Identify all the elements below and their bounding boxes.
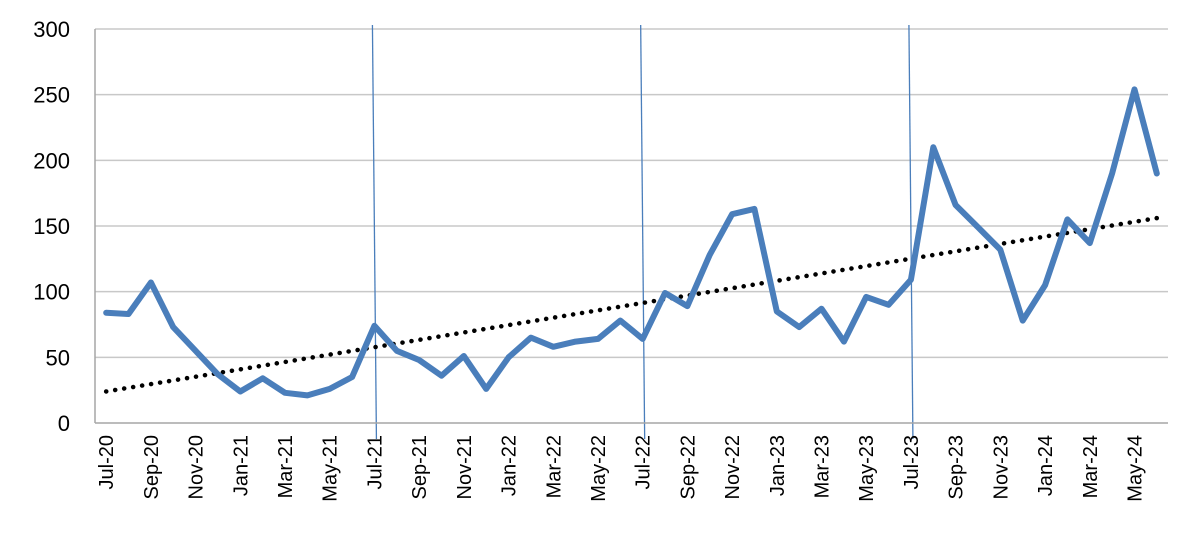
x-tick-label: Jan-21	[230, 435, 252, 496]
data-point	[396, 350, 398, 352]
data-point	[843, 341, 845, 343]
x-tick-label: Mar-23	[812, 435, 834, 498]
y-tick-label: 100	[33, 280, 70, 305]
y-tick-label: 50	[46, 345, 70, 370]
data-point	[128, 313, 130, 315]
data-point	[664, 292, 666, 294]
data-point	[329, 388, 331, 390]
data-point	[150, 281, 152, 283]
data-point	[1066, 218, 1068, 220]
x-tick-label: Nov-22	[722, 435, 744, 499]
data-point	[373, 325, 375, 327]
data-point	[1089, 242, 1091, 244]
axes	[94, 29, 1168, 424]
data-point	[530, 337, 532, 339]
x-tick-label: Jan-23	[767, 435, 789, 496]
data-point	[798, 326, 800, 328]
x-tick-label: Jul-23	[901, 435, 923, 489]
data-point	[552, 346, 554, 348]
x-tick-label: Sep-22	[677, 435, 699, 500]
y-tick-label: 300	[33, 17, 70, 42]
gridlines	[95, 28, 1168, 359]
data-point	[418, 359, 420, 361]
vertical-marker-line	[908, 24, 914, 440]
series	[103, 86, 1160, 399]
data-point	[284, 392, 286, 394]
data-point	[999, 249, 1001, 251]
data-point	[709, 254, 711, 256]
data-point	[440, 375, 442, 377]
data-point	[217, 373, 219, 375]
data-point	[306, 394, 308, 396]
x-tick-label: Nov-23	[990, 435, 1012, 499]
x-tick-label: Jan-22	[499, 435, 521, 496]
y-axis-tick-labels: 0 50 100 150 200 250 300	[33, 17, 70, 436]
x-tick-label: May-24	[1124, 435, 1146, 502]
x-tick-label: Jan-24	[1035, 435, 1057, 496]
data-point	[731, 213, 733, 215]
x-tick-label: Jul-22	[633, 435, 655, 489]
data-point	[910, 279, 912, 281]
x-tick-label: Jul-20	[96, 435, 118, 489]
data-point	[619, 320, 621, 322]
x-tick-label: Sep-21	[409, 435, 431, 500]
data-point	[686, 305, 688, 307]
x-tick-label: Mar-24	[1080, 435, 1102, 498]
data-point	[485, 388, 487, 390]
data-point	[955, 204, 957, 206]
trendline	[103, 215, 1160, 394]
data-point	[642, 338, 644, 340]
data-point	[508, 356, 510, 358]
y-tick-label: 0	[58, 411, 70, 436]
data-point	[977, 226, 979, 228]
y-tick-label: 250	[33, 83, 70, 108]
x-tick-label: Nov-21	[454, 435, 476, 499]
data-point	[1022, 320, 1024, 322]
x-tick-label: Mar-21	[275, 435, 297, 498]
data-point	[351, 376, 353, 378]
data-point	[1156, 172, 1158, 174]
vertical-markers	[371, 24, 914, 440]
data-point	[597, 338, 599, 340]
data-point	[888, 304, 890, 306]
data-point	[262, 377, 264, 379]
data-point	[932, 146, 934, 148]
vertical-marker-line	[371, 24, 378, 440]
data-point	[865, 296, 867, 298]
data-point	[105, 312, 107, 314]
data-point	[1111, 172, 1113, 174]
x-tick-label: May-23	[856, 435, 878, 502]
data-point	[463, 355, 465, 357]
data-point	[1133, 88, 1135, 90]
vertical-marker-line	[640, 24, 646, 440]
y-tick-label: 200	[33, 148, 70, 173]
data-point	[172, 326, 174, 328]
x-tick-label: Sep-20	[141, 435, 163, 500]
x-tick-label: Nov-20	[186, 435, 208, 499]
series-line-0	[103, 86, 1160, 399]
data-point	[195, 350, 197, 352]
x-axis-tick-labels: Jul-20 Sep-20 Nov-20 Jan-21 Mar-21 May-21 Jul-…	[96, 435, 1146, 502]
x-tick-label: May-21	[320, 435, 342, 502]
data-point	[575, 341, 577, 343]
x-tick-label: Sep-23	[946, 435, 968, 500]
x-tick-label: Mar-22	[543, 435, 565, 498]
trendline-dotted	[103, 215, 1160, 394]
x-tick-label: May-22	[588, 435, 610, 502]
y-tick-label: 150	[33, 214, 70, 239]
x-tick-label: Jul-21	[364, 435, 386, 489]
data-point	[239, 390, 241, 392]
data-point	[821, 308, 823, 310]
data-point	[776, 310, 778, 312]
data-point	[753, 208, 755, 210]
data-point	[1044, 284, 1046, 286]
